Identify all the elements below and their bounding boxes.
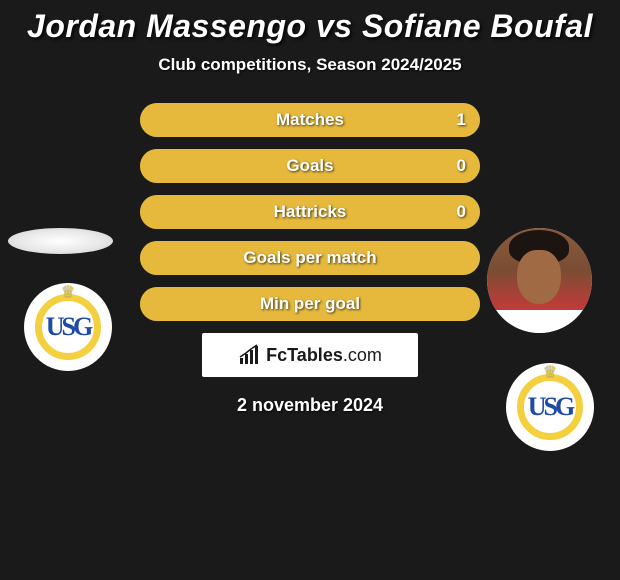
stat-label: Goals per match	[243, 248, 376, 268]
usg-badge-icon: ♛ USG	[29, 288, 107, 366]
stat-row: Goals per match	[140, 241, 480, 275]
page-title: Jordan Massengo vs Sofiane Boufal	[0, 8, 620, 45]
stat-row: Hattricks 0	[140, 195, 480, 229]
stat-row: Matches 1	[140, 103, 480, 137]
player-photo-right	[487, 228, 592, 333]
player-photo-left-placeholder	[8, 228, 113, 254]
stat-row: Min per goal	[140, 287, 480, 321]
club-logo-right: ♛ USG	[506, 363, 594, 451]
stat-label: Matches	[276, 110, 344, 130]
stat-label: Min per goal	[260, 294, 360, 314]
stats-area: ♛ USG ♛ USG Matches1Goals0Hattricks0Goal…	[0, 103, 620, 416]
bar-chart-icon	[238, 344, 262, 366]
stat-value-right: 0	[457, 202, 466, 222]
face-illustration	[487, 228, 592, 333]
usg-badge-icon: ♛ USG	[511, 368, 589, 446]
stat-value-right: 0	[457, 156, 466, 176]
stat-label: Goals	[286, 156, 333, 176]
subtitle: Club competitions, Season 2024/2025	[0, 55, 620, 75]
infographic-root: Jordan Massengo vs Sofiane Boufal Club c…	[0, 0, 620, 416]
brand-box: FcTables.com	[202, 333, 418, 377]
club-logo-left: ♛ USG	[24, 283, 112, 371]
brand-name: FcTables.com	[266, 345, 382, 366]
stat-value-right: 1	[457, 110, 466, 130]
stat-row: Goals 0	[140, 149, 480, 183]
stat-label: Hattricks	[274, 202, 347, 222]
